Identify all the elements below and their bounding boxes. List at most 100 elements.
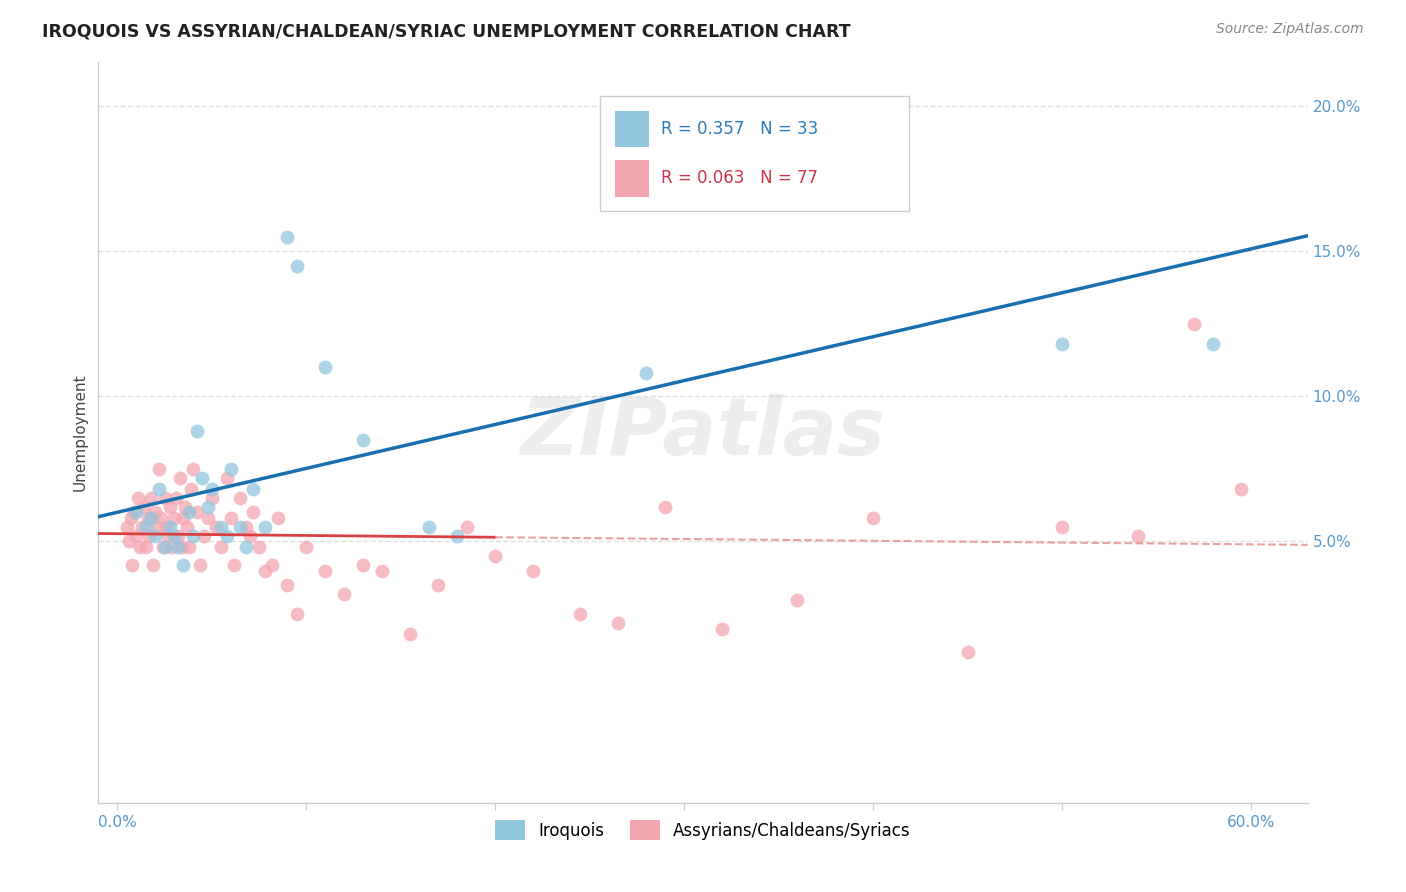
- Point: [399, 627, 422, 641]
- Point: [267, 511, 290, 525]
- Point: [153, 541, 176, 555]
- Point: [159, 500, 181, 514]
- FancyBboxPatch shape: [600, 95, 908, 211]
- Point: [143, 506, 166, 520]
- Point: [142, 558, 165, 572]
- Point: [333, 587, 356, 601]
- Point: [607, 615, 630, 630]
- Point: [1202, 337, 1225, 351]
- Point: [219, 511, 242, 525]
- Point: [209, 541, 232, 555]
- Point: [172, 558, 194, 572]
- Point: [176, 520, 198, 534]
- Point: [616, 113, 638, 128]
- Text: ZIPatlas: ZIPatlas: [520, 393, 886, 472]
- Point: [179, 541, 201, 555]
- Point: [124, 506, 146, 520]
- Point: [148, 462, 170, 476]
- Point: [276, 578, 298, 592]
- Point: [138, 529, 160, 543]
- Point: [1050, 520, 1073, 534]
- Bar: [614, 111, 648, 147]
- Legend: Iroquois, Assyrians/Chaldeans/Syriacs: Iroquois, Assyrians/Chaldeans/Syriacs: [489, 814, 917, 847]
- Point: [215, 529, 238, 543]
- Point: [191, 470, 214, 484]
- Point: [427, 578, 450, 592]
- Point: [235, 541, 257, 555]
- Point: [262, 558, 284, 572]
- Point: [127, 491, 149, 505]
- Point: [446, 529, 468, 543]
- Point: [314, 564, 336, 578]
- Point: [146, 520, 169, 534]
- Point: [155, 520, 177, 534]
- Point: [197, 511, 219, 525]
- Point: [163, 511, 186, 525]
- Point: [239, 529, 262, 543]
- Point: [132, 500, 155, 514]
- Point: [141, 511, 163, 525]
- Point: [522, 564, 544, 578]
- Point: [159, 520, 181, 534]
- Point: [229, 491, 252, 505]
- Point: [181, 462, 204, 476]
- Point: [174, 500, 197, 514]
- Point: [418, 520, 440, 534]
- Point: [215, 470, 238, 484]
- Point: [166, 541, 188, 555]
- Point: [242, 482, 264, 496]
- Text: R = 0.063   N = 77: R = 0.063 N = 77: [661, 169, 818, 187]
- Bar: [614, 160, 648, 197]
- Point: [170, 541, 193, 555]
- Point: [136, 511, 159, 525]
- Point: [172, 511, 194, 525]
- Point: [165, 491, 187, 505]
- Text: R = 0.357   N = 33: R = 0.357 N = 33: [661, 120, 818, 138]
- Point: [131, 520, 153, 534]
- Point: [148, 482, 170, 496]
- Point: [186, 424, 208, 438]
- Point: [1230, 482, 1253, 496]
- Point: [121, 558, 143, 572]
- Point: [786, 592, 808, 607]
- Point: [129, 541, 152, 555]
- Point: [179, 506, 201, 520]
- Point: [352, 558, 374, 572]
- Point: [253, 564, 276, 578]
- Point: [295, 541, 318, 555]
- Point: [190, 558, 212, 572]
- Point: [143, 529, 166, 543]
- Point: [710, 622, 733, 636]
- Text: IROQUOIS VS ASSYRIAN/CHALDEAN/SYRIAC UNEMPLOYMENT CORRELATION CHART: IROQUOIS VS ASSYRIAN/CHALDEAN/SYRIAC UNE…: [42, 22, 851, 40]
- Point: [285, 607, 308, 621]
- Point: [1126, 529, 1149, 543]
- Point: [209, 520, 232, 534]
- Point: [153, 491, 176, 505]
- Point: [229, 520, 252, 534]
- Point: [956, 645, 979, 659]
- Point: [152, 541, 174, 555]
- Point: [456, 520, 478, 534]
- Point: [160, 541, 183, 555]
- Point: [224, 558, 246, 572]
- Point: [141, 491, 163, 505]
- Point: [125, 506, 148, 520]
- Point: [180, 482, 202, 496]
- Point: [569, 607, 592, 621]
- Point: [163, 529, 186, 543]
- Point: [636, 366, 658, 380]
- Point: [352, 433, 374, 447]
- Point: [219, 462, 242, 476]
- Y-axis label: Unemployment: Unemployment: [72, 374, 87, 491]
- Point: [253, 520, 276, 534]
- Point: [157, 529, 180, 543]
- Point: [197, 500, 219, 514]
- Point: [862, 511, 884, 525]
- Point: [314, 360, 336, 375]
- Point: [149, 511, 172, 525]
- Point: [235, 520, 257, 534]
- Point: [201, 491, 224, 505]
- Point: [135, 520, 157, 534]
- Point: [247, 541, 270, 555]
- Point: [654, 500, 676, 514]
